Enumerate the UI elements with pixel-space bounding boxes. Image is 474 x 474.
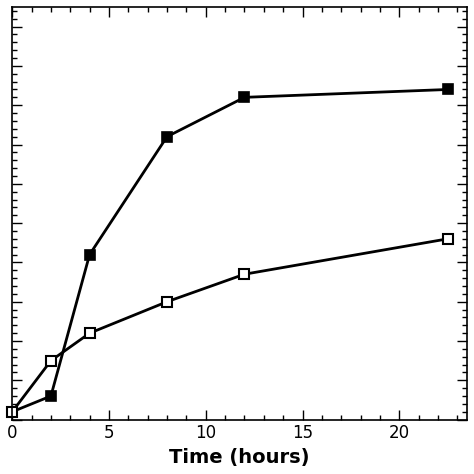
X-axis label: Time (hours): Time (hours)	[169, 448, 310, 467]
